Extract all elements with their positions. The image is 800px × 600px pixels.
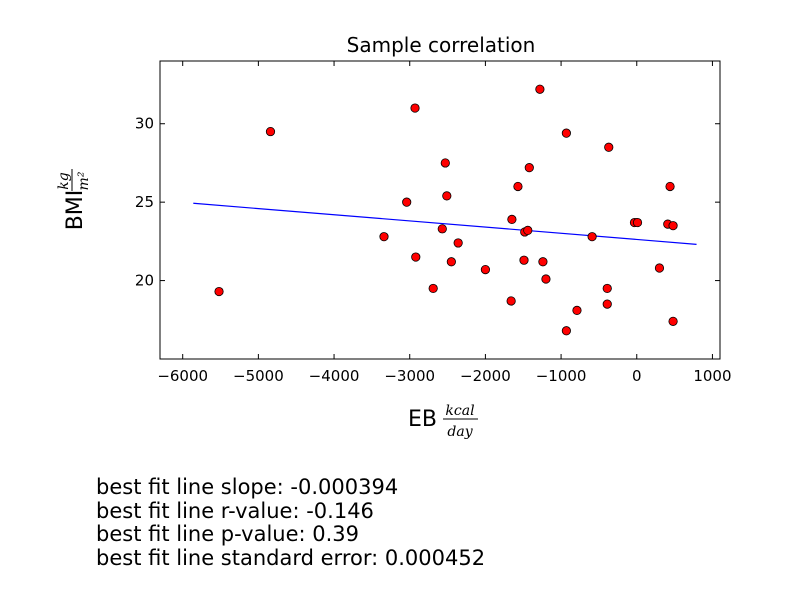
data-point — [214, 286, 224, 297]
x-axis-label: EB kcal day — [408, 403, 478, 440]
slope-stat: best fit line slope: -0.000394 — [96, 475, 399, 499]
x-tick-label: 0 — [632, 367, 642, 385]
p-value-stat: best fit line p-value: 0.39 — [96, 522, 360, 546]
y-axis-unit-denominator: m² — [76, 171, 92, 190]
data-point — [654, 263, 665, 273]
y-tick-label: 20 — [135, 272, 154, 290]
x-tick-label: −5000 — [233, 367, 284, 385]
y-axis-ticks: 20 25 30 — [135, 115, 720, 290]
data-point — [668, 221, 678, 231]
data-point — [265, 126, 276, 137]
y-axis-label: BMI kg m² — [56, 169, 92, 230]
best-fit-line — [193, 202, 697, 245]
standard-error-stat: best fit line standard error: 0.000452 — [96, 545, 486, 570]
y-tick-label: 30 — [135, 115, 154, 133]
data-point — [379, 232, 389, 242]
data-point — [538, 257, 548, 267]
data-points — [214, 84, 678, 336]
x-tick-label: −6000 — [157, 367, 208, 385]
x-axis-ticks: −6000 −5000 −4000 −3000 −2000 −1000 0 1000 — [157, 61, 732, 385]
data-point — [602, 283, 612, 294]
x-tick-label: 1000 — [693, 367, 731, 385]
x-tick-label: −3000 — [384, 367, 435, 385]
data-point — [632, 217, 643, 228]
fit-line-layer — [193, 202, 697, 245]
r-value-stat: best fit line r-value: -0.146 — [96, 498, 374, 523]
data-point — [561, 326, 571, 336]
data-point — [411, 252, 421, 262]
data-point — [602, 299, 612, 309]
data-point — [524, 163, 534, 173]
data-point — [561, 128, 571, 138]
x-axis-label-text: EB — [408, 407, 437, 432]
data-point — [428, 283, 438, 294]
data-point — [668, 316, 678, 326]
chart-title: Sample correlation — [347, 33, 536, 57]
y-axis-unit-numerator: kg — [56, 172, 72, 189]
data-point — [480, 264, 491, 275]
data-point — [506, 296, 516, 306]
data-point — [446, 257, 456, 267]
data-point — [442, 191, 452, 201]
data-point — [513, 181, 523, 192]
data-point — [402, 197, 412, 207]
data-point — [519, 255, 529, 265]
data-point — [437, 224, 447, 234]
data-point — [523, 225, 533, 235]
data-point — [587, 232, 597, 242]
data-point — [541, 274, 551, 284]
x-tick-label: −4000 — [309, 367, 360, 385]
x-tick-label: −2000 — [460, 367, 511, 385]
data-point — [507, 214, 517, 225]
x-axis-unit-denominator: day — [447, 424, 473, 440]
x-tick-label: −1000 — [536, 367, 587, 385]
y-axis-label-text: BMI — [63, 190, 88, 231]
y-tick-label: 25 — [135, 193, 154, 211]
data-point — [535, 84, 545, 94]
data-point — [410, 103, 420, 113]
data-point — [665, 181, 675, 192]
plot-frame — [159, 60, 721, 360]
data-point — [604, 142, 614, 152]
data-point — [572, 305, 582, 315]
fit-statistics: best fit line slope: -0.000394 best fit … — [96, 475, 486, 570]
data-point — [453, 238, 463, 248]
x-axis-unit-numerator: kcal — [445, 403, 474, 419]
data-point — [440, 158, 450, 168]
